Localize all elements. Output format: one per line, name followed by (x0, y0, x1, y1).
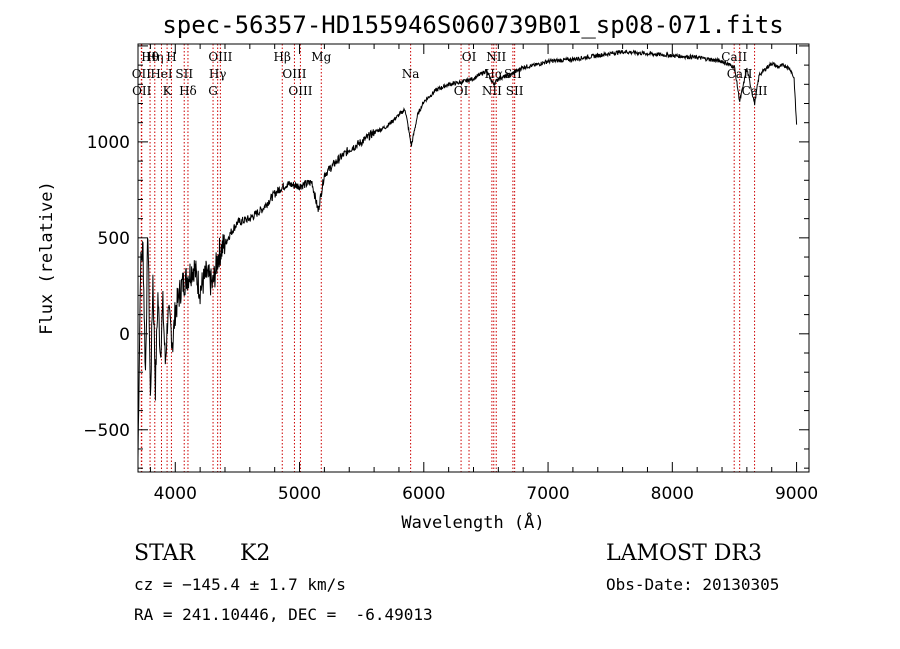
line-marker-label: HeI (150, 67, 173, 81)
survey-name: LAMOST DR3 (606, 541, 762, 566)
line-marker-label: Mg (311, 50, 331, 64)
coordinates: RA = 241.10446, DEC = -6.49013 (134, 605, 433, 624)
line-marker-label: OII (132, 67, 152, 81)
x-tick-label: 8000 (651, 484, 694, 504)
line-marker-label: Hβ (274, 50, 291, 64)
line-marker-label: OI (454, 84, 469, 98)
y-tick-label: 1000 (87, 133, 130, 153)
line-marker-label: SII (175, 67, 193, 81)
y-tick-label: 0 (119, 325, 130, 345)
line-marker-label: OIII (208, 50, 232, 64)
spectrum-series (138, 49, 798, 459)
line-marker-label: OI (462, 50, 477, 64)
object-class: STAR (134, 541, 196, 566)
obs-date: Obs-Date: 20130305 (606, 575, 779, 594)
x-tick-label: 5000 (278, 484, 321, 504)
line-marker-label: Hα (484, 67, 503, 81)
line-marker-label: Hγ (209, 67, 227, 81)
x-tick-label: 9000 (775, 484, 818, 504)
line-marker-label: OIII (282, 67, 306, 81)
line-marker-label: OIII (288, 84, 312, 98)
line-marker-label: NII (486, 50, 506, 64)
line-marker-label: OII (132, 84, 152, 98)
y-axis-label: Flux (relative) (37, 181, 57, 335)
x-tick-label: 4000 (154, 484, 197, 504)
line-marker-label: Hθ (141, 50, 159, 64)
y-axis: −500 0 500 1000 (83, 45, 809, 469)
line-marker-label: NII (482, 84, 502, 98)
redshift-text: cz = −145.4 ± 1.7 km/s (134, 575, 346, 594)
spectrum-line (138, 49, 798, 459)
y-tick-label: 500 (98, 229, 130, 249)
x-tick-label: 6000 (402, 484, 445, 504)
x-axis: 4000 5000 6000 7000 8000 9000 (149, 44, 818, 504)
line-marker-label: CaII (742, 84, 768, 98)
subclass: K2 (240, 541, 270, 566)
line-marker-label: Hη (146, 50, 164, 64)
x-axis-label: Wavelength (Å) (401, 511, 544, 533)
x-tick-label: 7000 (526, 484, 569, 504)
line-marker-label: Hδ (179, 84, 197, 98)
line-marker-label: Na (402, 67, 420, 81)
line-marker-label: H (166, 50, 176, 64)
line-marker-label: G (208, 84, 218, 98)
line-marker-label: CaII (721, 50, 747, 64)
line-marker-label: K (163, 84, 173, 98)
chart-title: spec-56357-HD155946S060739B01_sp08-071.f… (162, 11, 783, 39)
y-tick-label: −500 (83, 421, 130, 441)
line-marker-label: SII (506, 84, 524, 98)
